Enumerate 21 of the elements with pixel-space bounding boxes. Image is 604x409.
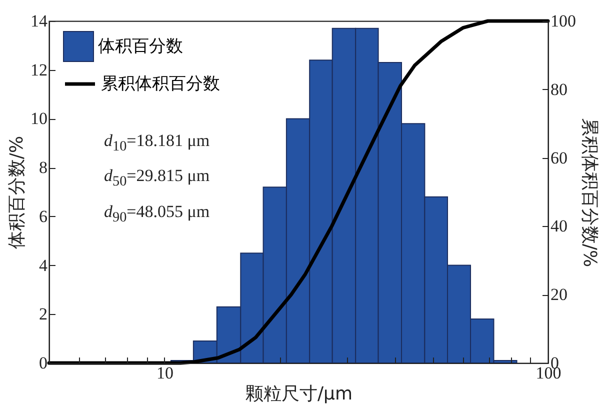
x-axis-title: 颗粒尺寸/μm: [245, 384, 353, 404]
legend-label: 累积体积百分数: [101, 74, 220, 94]
annotation: d$_{90}$=48.055 μm: [104, 200, 210, 228]
y2-tick-label: 80: [550, 80, 568, 99]
y2-tick-label: 40: [550, 216, 568, 236]
y2-tick-label: 60: [550, 148, 568, 168]
annotation: d$_{10}$=18.181 μm: [104, 130, 210, 156]
annotation: d$_{50}$=29.815 μm: [104, 165, 210, 192]
y-tick-label: 10: [30, 109, 48, 128]
legend-label: 体积百分数: [98, 36, 183, 56]
y2-tick-label: 100: [550, 12, 576, 30]
y-tick-label: 2: [39, 304, 48, 324]
y2-tick-label: 20: [550, 285, 568, 304]
y-tick-label: 8: [39, 158, 48, 178]
y-tick-label: 12: [30, 60, 48, 80]
y2-axis-title: 累积体积百分数/%: [579, 118, 600, 268]
y-tick-label: 0: [39, 354, 48, 372]
y-tick-label: 4: [39, 256, 48, 275]
y-axis-title: 体积百分数/%: [6, 136, 28, 250]
y-tick-label: 14: [30, 12, 48, 30]
y-tick-label: 6: [39, 206, 48, 226]
